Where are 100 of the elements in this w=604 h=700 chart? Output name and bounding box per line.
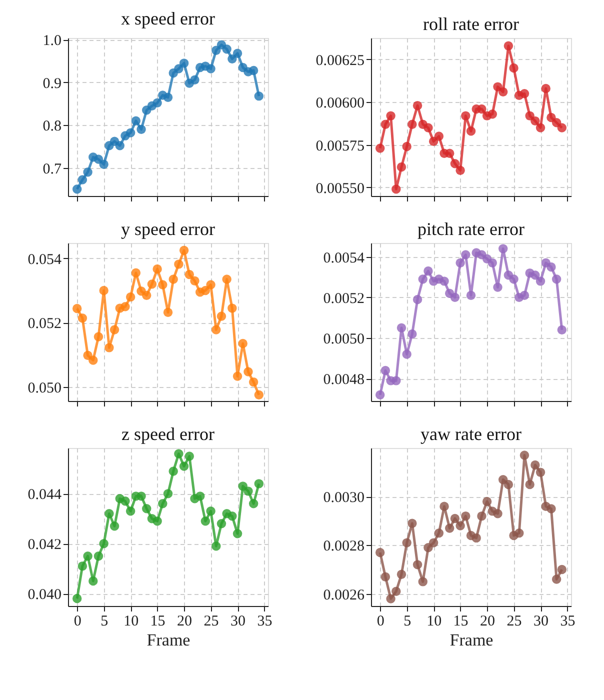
point xyxy=(386,594,396,604)
point xyxy=(222,44,232,54)
point xyxy=(94,551,104,561)
point xyxy=(163,308,173,317)
point xyxy=(206,280,216,290)
x-tick-label: 35 xyxy=(257,614,272,630)
point xyxy=(428,538,438,548)
point xyxy=(184,270,194,280)
point xyxy=(195,492,205,501)
point xyxy=(461,250,470,260)
y-tick-label: 0.8 xyxy=(42,118,62,135)
point xyxy=(168,466,178,476)
point xyxy=(99,286,108,296)
point xyxy=(466,126,476,136)
point xyxy=(498,87,508,97)
point xyxy=(402,350,412,359)
point xyxy=(126,128,136,138)
point xyxy=(232,529,242,538)
point xyxy=(174,449,184,458)
point xyxy=(412,560,422,570)
point xyxy=(228,54,237,64)
point xyxy=(163,489,173,498)
point xyxy=(212,46,221,55)
point xyxy=(456,166,465,176)
point xyxy=(520,89,530,98)
y-tick-label: 0.7 xyxy=(42,161,62,178)
point xyxy=(94,332,104,342)
point xyxy=(131,268,141,278)
point xyxy=(456,521,465,530)
y-tick-label: 0.0052 xyxy=(323,290,364,307)
point xyxy=(152,264,162,274)
x-tick-label: 35 xyxy=(560,614,576,630)
point xyxy=(504,41,514,50)
x-tick-label: 30 xyxy=(534,614,549,630)
y-tick-label: 0.040 xyxy=(28,587,62,604)
point xyxy=(482,496,492,506)
point xyxy=(408,120,417,129)
y-tick-label: 0.050 xyxy=(28,380,62,396)
point xyxy=(179,58,189,68)
point xyxy=(136,492,146,501)
y-tick-label: 0.054 xyxy=(28,252,62,268)
point xyxy=(380,572,390,582)
point xyxy=(110,325,120,334)
point xyxy=(136,124,146,134)
point xyxy=(552,274,562,284)
point xyxy=(520,450,530,460)
point xyxy=(248,66,258,76)
point xyxy=(488,258,497,268)
x-tick-label: 10 xyxy=(124,614,139,630)
point xyxy=(412,294,422,304)
point xyxy=(244,367,253,376)
point xyxy=(72,184,82,194)
point xyxy=(504,480,514,490)
point xyxy=(396,570,406,579)
point xyxy=(557,564,567,574)
point xyxy=(78,175,88,184)
point xyxy=(200,286,210,296)
point xyxy=(461,111,470,120)
x-axis-title: Frame xyxy=(450,630,494,650)
point xyxy=(493,509,502,518)
point xyxy=(248,377,258,387)
point xyxy=(541,84,550,94)
point xyxy=(174,64,184,74)
chart-title: pitch rate error xyxy=(418,219,524,239)
point xyxy=(396,162,406,172)
point xyxy=(200,516,210,526)
x-axis-title: Frame xyxy=(146,630,190,650)
point xyxy=(110,522,120,531)
y-tick-label: 0.0054 xyxy=(323,250,365,266)
point xyxy=(179,462,189,471)
point xyxy=(152,516,162,526)
y-tick-label: 0.9 xyxy=(42,76,62,92)
point xyxy=(392,586,401,596)
y-tick-label: 0.042 xyxy=(28,537,62,554)
point xyxy=(206,506,216,516)
point xyxy=(179,246,189,255)
point xyxy=(78,561,88,571)
point xyxy=(131,116,141,126)
chart-title: y speed error xyxy=(121,219,215,239)
point xyxy=(72,304,82,314)
point xyxy=(216,519,226,528)
point xyxy=(163,92,173,102)
point xyxy=(88,356,98,365)
y-tick-label: 0.0048 xyxy=(323,372,364,388)
point xyxy=(552,574,562,584)
x-tick-label: 20 xyxy=(177,614,192,630)
point xyxy=(392,184,401,194)
point xyxy=(142,504,152,514)
point xyxy=(115,141,124,150)
point xyxy=(142,290,152,300)
point xyxy=(402,538,412,548)
y-tick-label: 0.00575 xyxy=(316,138,364,154)
x-tick-label: 10 xyxy=(426,614,442,630)
point xyxy=(520,290,530,300)
point xyxy=(232,372,242,381)
point xyxy=(83,167,92,177)
x-tick-label: 25 xyxy=(506,614,522,630)
point xyxy=(190,75,200,84)
point xyxy=(546,504,556,514)
point xyxy=(152,98,162,108)
